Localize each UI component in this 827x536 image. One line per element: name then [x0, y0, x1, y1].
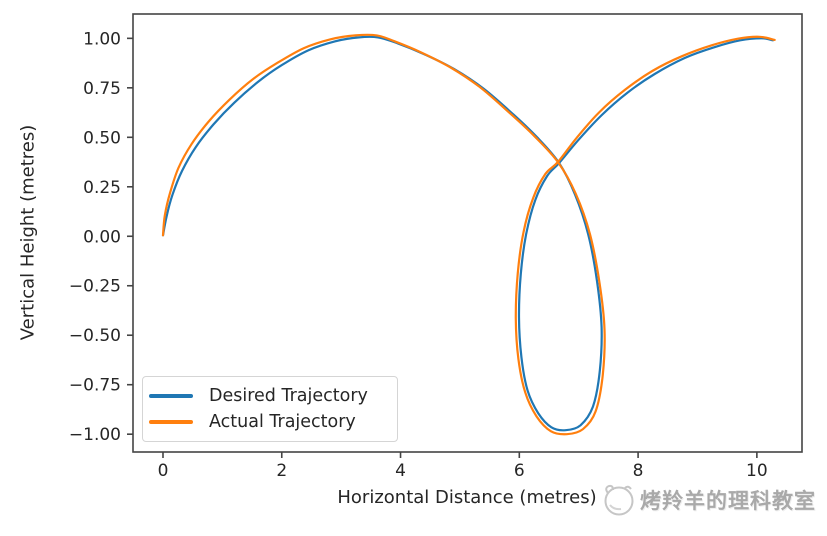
x-tick-label: 10 — [746, 461, 768, 481]
x-tick-label: 4 — [395, 461, 406, 481]
x-tick-label: 8 — [633, 461, 644, 481]
legend-entry-desired: Desired Trajectory — [149, 383, 392, 409]
legend-label-actual: Actual Trajectory — [209, 412, 356, 432]
actual-trajectory-line — [161, 33, 776, 436]
legend-label-desired: Desired Trajectory — [209, 386, 368, 406]
y-tick-label: −0.25 — [69, 277, 121, 297]
x-tick-label: 2 — [276, 461, 287, 481]
actual-line-swatch — [149, 420, 193, 424]
y-tick-label: −1.00 — [69, 425, 121, 445]
y-tick-label: −0.75 — [69, 376, 121, 396]
legend: Desired Trajectory Actual Trajectory — [142, 376, 398, 442]
y-tick-label: −0.50 — [69, 326, 121, 346]
watermark-text: 烤羚羊的理科教室 — [640, 489, 816, 513]
y-tick-label: 0.50 — [83, 128, 121, 148]
y-tick-label: 0.00 — [83, 227, 121, 247]
legend-entry-actual: Actual Trajectory — [149, 409, 392, 435]
y-tick-label: 0.75 — [83, 79, 121, 99]
x-tick-label: 0 — [158, 461, 169, 481]
antelope-mascot-icon — [604, 484, 634, 516]
desired-line-swatch — [149, 394, 193, 398]
y-tick-label: 1.00 — [83, 29, 121, 49]
plot-frame — [132, 13, 803, 453]
y-tick-label: 0.25 — [83, 178, 121, 198]
x-axis-label: Horizontal Distance (metres) — [337, 487, 597, 508]
x-tick-label: 6 — [514, 461, 525, 481]
y-axis-label: Vertical Height (metres) — [17, 124, 39, 341]
desired-trajectory-line — [161, 35, 774, 432]
